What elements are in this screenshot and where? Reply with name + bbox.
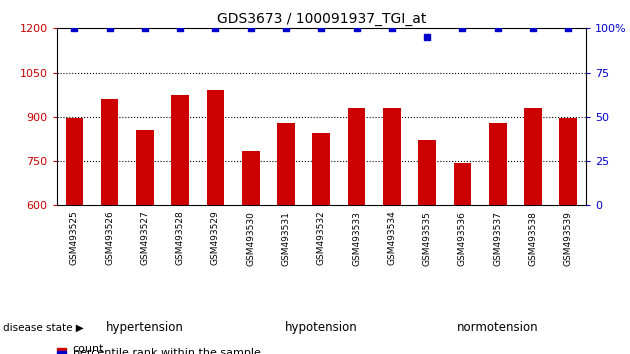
Title: GDS3673 / 100091937_TGI_at: GDS3673 / 100091937_TGI_at [217,12,426,26]
Text: GSM493529: GSM493529 [211,211,220,266]
Bar [418,141,436,205]
Text: percentile rank within the sample: percentile rank within the sample [72,348,260,354]
Text: GSM493536: GSM493536 [458,211,467,266]
Text: GSM493533: GSM493533 [352,211,361,266]
Point [140,25,150,31]
Bar [489,123,507,205]
Point [352,25,362,31]
Bar [277,123,295,205]
Bar [57,348,66,350]
Bar [66,118,83,205]
Point [175,25,185,31]
Point [387,25,397,31]
Text: GSM493538: GSM493538 [529,211,537,266]
Bar [454,162,471,205]
Text: GSM493539: GSM493539 [564,211,573,266]
Bar [348,108,365,205]
Text: GSM493525: GSM493525 [70,211,79,266]
Text: GSM493526: GSM493526 [105,211,114,266]
Point [210,25,220,31]
Bar [171,95,189,205]
Text: count: count [72,344,104,354]
Text: disease state ▶: disease state ▶ [3,322,84,332]
Point [528,25,538,31]
Point [69,25,79,31]
Bar [312,133,330,205]
Bar [559,118,577,205]
Text: GSM493534: GSM493534 [387,211,396,266]
Text: GSM493530: GSM493530 [246,211,255,266]
Point [105,25,115,31]
Point [246,25,256,31]
Text: GSM493531: GSM493531 [282,211,290,266]
Point [457,25,467,31]
Point [316,25,326,31]
Text: GSM493532: GSM493532 [317,211,326,266]
Bar [136,130,154,205]
Text: GSM493535: GSM493535 [423,211,432,266]
Text: hypertension: hypertension [106,321,184,334]
Bar [383,108,401,205]
Bar [57,351,66,354]
Point [281,25,291,31]
Text: GSM493527: GSM493527 [140,211,149,266]
Point [563,25,573,31]
Point [493,25,503,31]
Bar [101,99,118,205]
Bar [207,90,224,205]
Text: GSM493537: GSM493537 [493,211,502,266]
Point [422,34,432,40]
Text: normotension: normotension [457,321,539,334]
Text: GSM493528: GSM493528 [176,211,185,266]
Bar [242,151,260,205]
Text: hypotension: hypotension [285,321,358,334]
Bar [524,108,542,205]
